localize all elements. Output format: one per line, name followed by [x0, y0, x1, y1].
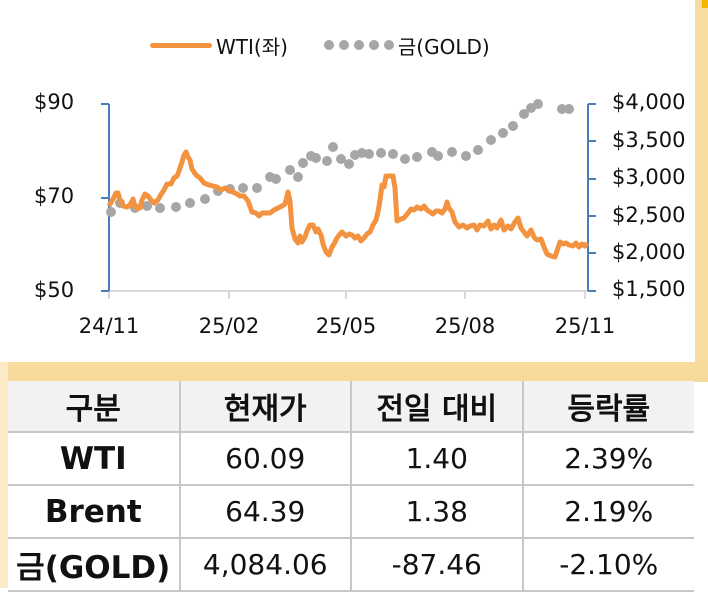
table-row: 금(GOLD) 4,084.06 -87.46 -2.10% [8, 537, 694, 592]
left-axis-tick: $50 [34, 278, 75, 302]
right-axis-tick: $3,000 [612, 165, 686, 189]
legend-gold-label: 금(GOLD) [397, 34, 490, 59]
change-rate-cell: 2.19% [521, 484, 694, 539]
change-rate-cell: -2.10% [521, 537, 694, 592]
left-axis-tick: $70 [34, 184, 75, 208]
right-axis [587, 103, 596, 292]
gold-series [106, 99, 574, 217]
table-row: Brent 64.39 1.38 2.19% [8, 484, 694, 539]
table-row: WTI 60.09 1.40 2.39% [8, 431, 694, 486]
right-axis-tick: $3,500 [612, 128, 686, 152]
x-axis-tick: 25/08 [434, 314, 496, 338]
row-label: 금(GOLD) [8, 537, 181, 592]
right-axis-tick: $2,500 [612, 203, 686, 227]
row-label: Brent [8, 484, 181, 539]
price-table: 구분 현재가 전일 대비 등락률 WTI 60.09 1.40 2.39% Br… [8, 381, 694, 592]
chart-panel: WTI(좌) 금(GOLD) $90 $70 $50 $4,000 $3,500… [34, 30, 686, 338]
header-change-rate: 등락률 [521, 381, 694, 433]
change-cell: 1.40 [350, 431, 524, 486]
x-axis-tick: 25/02 [198, 314, 260, 338]
frame-right-border [695, 0, 708, 365]
row-label: WTI [8, 431, 181, 486]
current-price-cell: 4,084.06 [178, 537, 352, 592]
right-axis-tick: $1,500 [612, 277, 686, 301]
left-axis-tick: $90 [34, 90, 75, 114]
x-axis-tick: 25/11 [554, 314, 616, 338]
header-current-price: 현재가 [178, 381, 352, 433]
header-change: 전일 대비 [350, 381, 524, 433]
wti-legend-line-icon [150, 42, 212, 48]
current-price-cell: 64.39 [178, 484, 352, 539]
gold-legend-dots-icon [323, 40, 394, 50]
change-cell: -87.46 [350, 537, 524, 592]
current-price-cell: 60.09 [178, 431, 352, 486]
right-axis-tick: $2,000 [612, 240, 686, 264]
frame-left-border [0, 362, 8, 588]
right-axis-tick: $4,000 [612, 90, 686, 114]
frame-bottom-border [0, 362, 708, 382]
plot-area [101, 99, 596, 299]
legend-wti-label: WTI(좌) [216, 34, 288, 59]
frame-corner-accent [702, 0, 708, 8]
change-cell: 1.38 [350, 484, 524, 539]
wti-series [106, 149, 590, 260]
change-rate-cell: 2.39% [521, 431, 694, 486]
x-axis-tick: 25/05 [315, 314, 377, 338]
left-axis [101, 103, 110, 292]
table-header-row: 구분 현재가 전일 대비 등락률 [8, 381, 694, 433]
x-axis-tick: 24/11 [78, 314, 140, 338]
header-category: 구분 [8, 381, 181, 433]
chart-legend: WTI(좌) 금(GOLD) [150, 30, 490, 60]
